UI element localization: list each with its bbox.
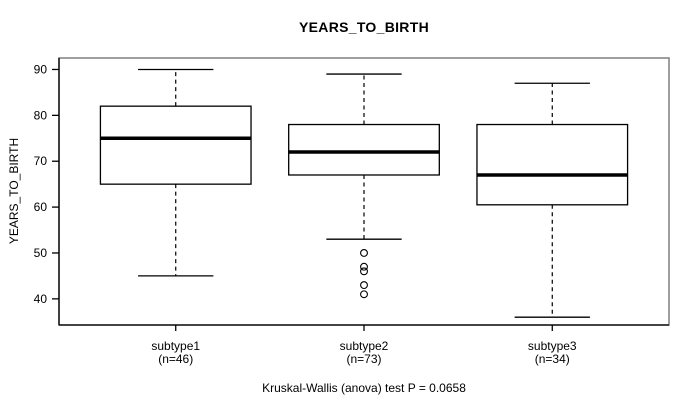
y-tick-label: 60	[34, 200, 48, 214]
outlier-point	[360, 262, 368, 271]
iqr-box	[288, 123, 440, 176]
y-tick-label: 90	[34, 62, 48, 76]
y-tick-label: 80	[34, 108, 48, 122]
y-tick-label: 50	[34, 246, 48, 260]
stat-test-caption: Kruskal-Wallis (anova) test P = 0.0658	[262, 381, 466, 395]
iqr-box	[476, 123, 629, 206]
outlier-point	[360, 290, 368, 299]
group-label: subtype2	[340, 339, 389, 353]
group-label: subtype3	[528, 339, 577, 353]
outlier-point	[360, 281, 368, 290]
y-tick-label: 40	[34, 292, 48, 306]
outlier-point	[360, 249, 368, 257]
iqr-box	[99, 105, 252, 185]
outlier-point	[360, 267, 368, 276]
group-count-label: (n=73)	[346, 352, 381, 366]
group-count-label: (n=46)	[158, 352, 193, 366]
chart-title: YEARS_TO_BIRTH	[299, 19, 429, 35]
group-count-label: (n=34)	[535, 352, 570, 366]
group-label: subtype1	[151, 339, 200, 353]
y-tick-label: 70	[34, 154, 48, 168]
